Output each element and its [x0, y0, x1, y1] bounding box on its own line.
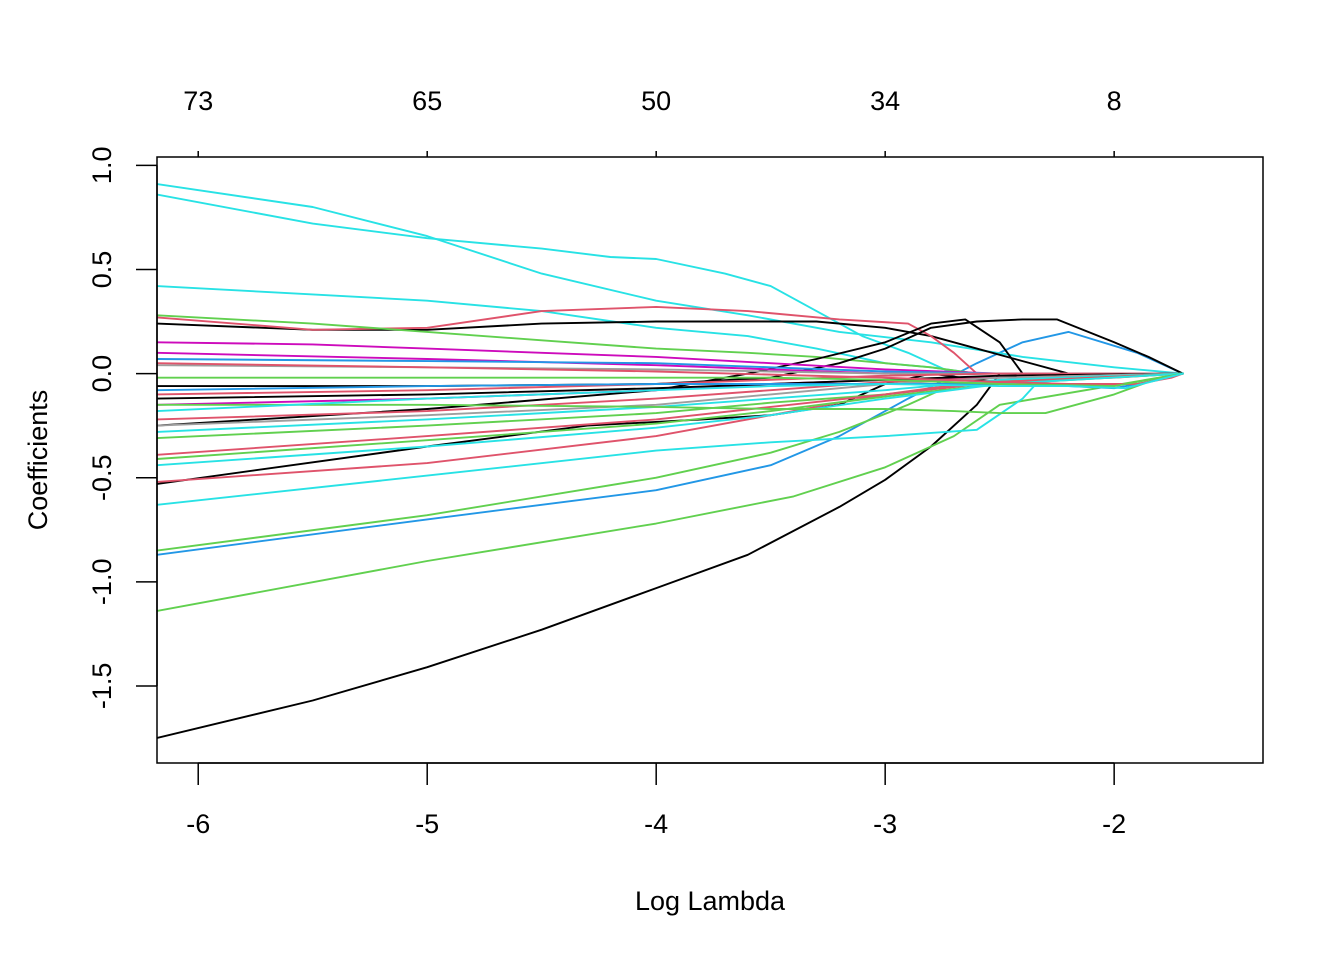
top-tick-label: 8 — [1107, 86, 1122, 116]
top-tick-label: 50 — [641, 86, 671, 116]
top-tick-label: 73 — [183, 86, 213, 116]
coefficient-path-20 — [157, 372, 1184, 396]
series-lines — [157, 183, 1184, 739]
x-tick-label: -2 — [1102, 809, 1126, 839]
coefficient-path-34 — [157, 372, 1184, 413]
x-tick-label: -4 — [644, 809, 668, 839]
x-tick-label: -3 — [873, 809, 897, 839]
y-tick-label: 1.0 — [87, 147, 117, 185]
x-tick-label: -6 — [186, 809, 210, 839]
coefficient-path-12 — [157, 305, 1184, 375]
top-tick-label: 34 — [870, 86, 900, 116]
y-tick-label: 0.0 — [87, 355, 117, 393]
coefficient-path-1 — [157, 372, 1184, 739]
coefficient-path-2 — [157, 372, 1184, 612]
coefficient-path-8 — [157, 183, 1184, 375]
y-tick-label: -1.5 — [87, 663, 117, 710]
top-tick-label: 65 — [412, 86, 442, 116]
coefficient-path-25 — [157, 372, 1184, 433]
coefficient-path-33 — [157, 372, 1184, 388]
y-tick-label: -0.5 — [87, 454, 117, 501]
coefficient-path-30 — [157, 372, 1184, 415]
y-axis-title: Coefficients — [23, 390, 53, 531]
coefficient-path-15 — [157, 318, 1184, 427]
y-tick-label: -1.0 — [87, 559, 117, 606]
coefficient-path-31 — [157, 372, 1184, 392]
coefficient-path-24 — [157, 372, 1184, 427]
coefficient-path-5 — [157, 372, 1184, 506]
y-tick-label: 0.5 — [87, 251, 117, 289]
coefficient-path-9 — [157, 193, 1184, 375]
coefficient-path-13 — [157, 314, 1184, 375]
coefficient-path-3 — [157, 330, 1184, 556]
axes: -6 -5 -4 -3 -2 73 65 50 34 8 1.0 0.5 0.0 -0.5 -1.0 -1.5 — [87, 86, 1126, 839]
x-axis-title: Log Lambda — [635, 886, 786, 916]
x-tick-label: -5 — [415, 809, 439, 839]
